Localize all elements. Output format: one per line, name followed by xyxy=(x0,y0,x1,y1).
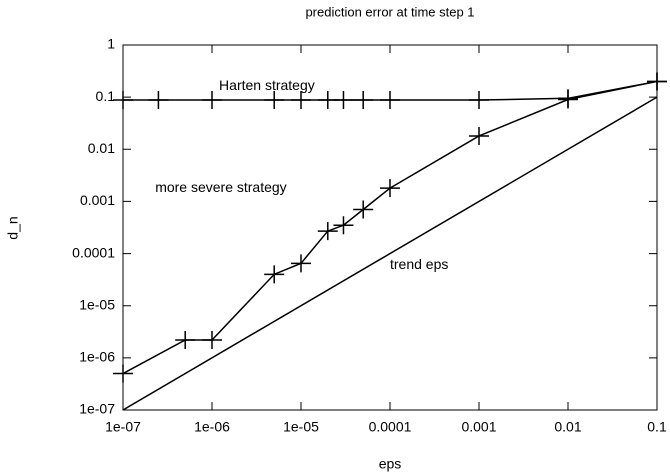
point-marker xyxy=(333,216,354,235)
x-tick-label: 1e-06 xyxy=(194,419,230,435)
x-tick-label: 0.1 xyxy=(647,419,667,435)
point-marker xyxy=(333,91,354,110)
y-tick-label: 0.0001 xyxy=(72,244,115,260)
x-tick-label: 1e-05 xyxy=(283,419,319,435)
series-line xyxy=(122,80,658,375)
point-marker xyxy=(291,254,311,273)
y-tick-label: 0.1 xyxy=(96,88,116,104)
x-tick-label: 0.01 xyxy=(554,419,581,435)
annotation: more severe strategy xyxy=(155,179,287,195)
point-marker xyxy=(202,331,222,350)
point-marker xyxy=(380,91,400,110)
annotation: Harten strategy xyxy=(219,77,315,93)
y-tick-label: 1 xyxy=(107,36,115,52)
point-marker xyxy=(175,331,196,350)
y-tick-label: 0.01 xyxy=(88,140,115,156)
point-marker xyxy=(558,90,578,109)
y-tick-label: 1e-06 xyxy=(79,349,115,365)
point-marker xyxy=(380,179,400,198)
point-marker xyxy=(264,91,285,110)
x-tick-label: 0.001 xyxy=(461,419,496,435)
x-axis-label: eps xyxy=(379,456,402,472)
y-tick-label: 0.001 xyxy=(80,192,115,208)
series-line xyxy=(122,96,658,411)
point-marker xyxy=(202,91,222,110)
point-marker xyxy=(264,265,285,284)
point-marker xyxy=(113,364,133,383)
point-marker xyxy=(148,91,169,110)
chart-title: prediction error at time step 1 xyxy=(305,4,474,19)
y-tick-label: 1e-07 xyxy=(79,401,115,417)
x-tick-label: 0.0001 xyxy=(369,419,412,435)
annotation: trend eps xyxy=(390,256,448,272)
point-marker xyxy=(353,91,374,110)
point-marker xyxy=(113,91,133,110)
point-marker xyxy=(353,200,374,219)
point-marker xyxy=(647,72,667,91)
point-marker xyxy=(469,126,489,145)
y-tick-label: 1e-05 xyxy=(79,296,115,312)
y-axis-label: d_n xyxy=(5,216,21,239)
point-marker xyxy=(291,91,311,110)
point-marker xyxy=(469,91,489,110)
point-marker xyxy=(317,222,338,241)
x-tick-label: 1e-07 xyxy=(105,419,141,435)
